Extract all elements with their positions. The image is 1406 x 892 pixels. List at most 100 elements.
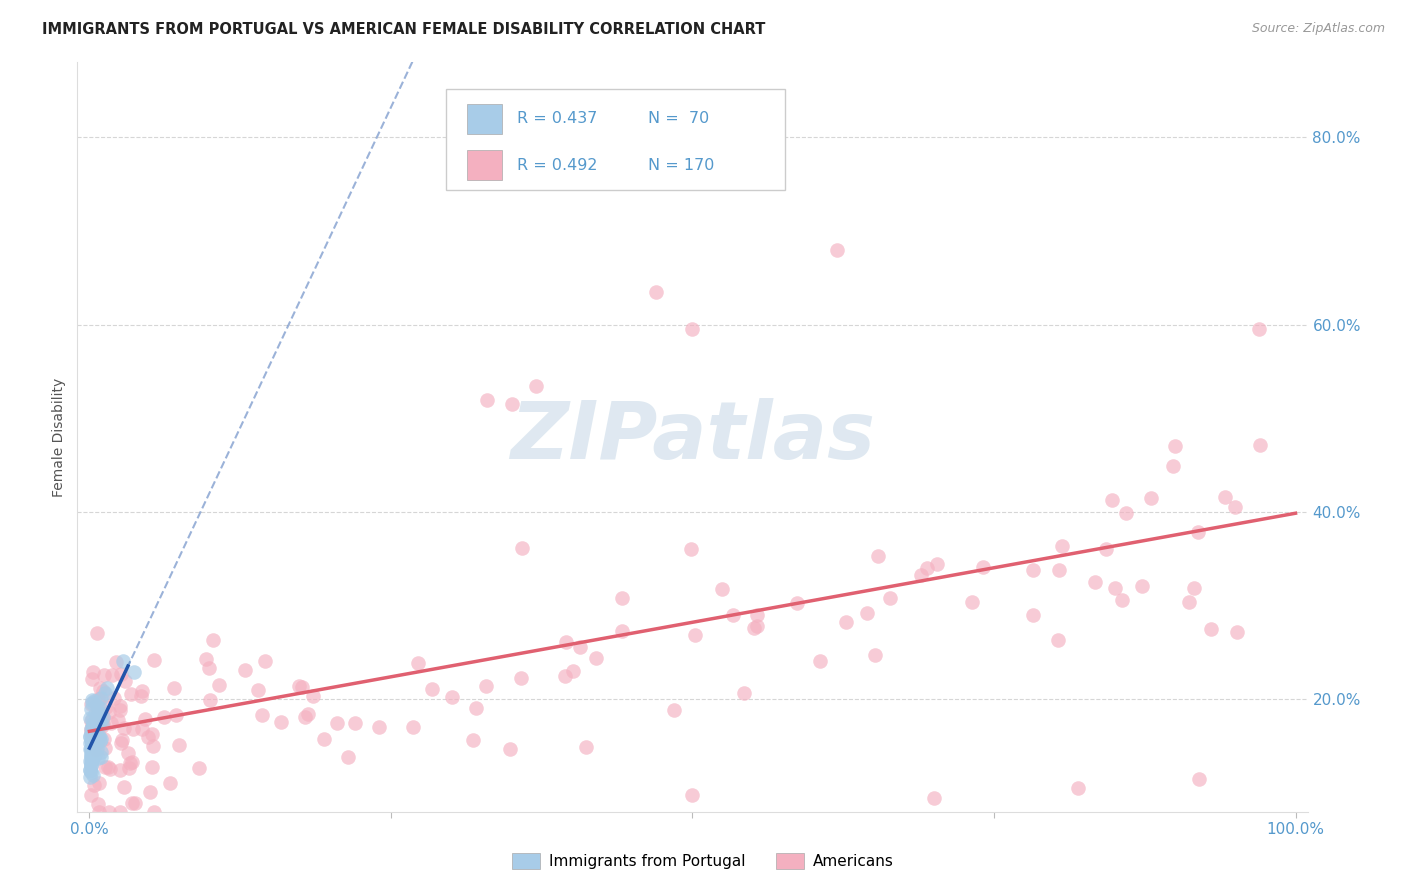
Point <box>80 739 103 754</box>
Point <box>84 743 107 757</box>
Point <box>79 742 101 756</box>
Point <box>82 729 104 743</box>
Point <box>1046 633 1069 648</box>
Point <box>297 707 319 722</box>
Point <box>1050 540 1073 554</box>
Point <box>79 736 101 750</box>
Point <box>336 749 359 764</box>
Point <box>121 755 143 769</box>
Point <box>89 733 111 747</box>
Point <box>134 712 156 726</box>
Point <box>80 758 103 772</box>
Point <box>80 725 103 739</box>
Point <box>402 720 425 734</box>
Point <box>91 716 114 731</box>
Point <box>1199 623 1222 637</box>
Point <box>1249 322 1271 336</box>
Point <box>808 654 831 668</box>
Point <box>100 715 122 730</box>
Point <box>80 702 103 716</box>
Point <box>733 686 755 700</box>
Point <box>1111 592 1133 607</box>
Point <box>80 723 103 737</box>
Point <box>208 678 231 692</box>
Point <box>312 731 335 746</box>
Point <box>80 764 103 779</box>
Point <box>863 648 886 662</box>
Point <box>90 750 112 764</box>
Point <box>721 607 744 622</box>
Point <box>79 764 101 778</box>
Point <box>86 720 108 734</box>
Point <box>82 665 104 679</box>
Point <box>253 654 276 668</box>
Point <box>91 709 114 723</box>
Point <box>1225 500 1247 515</box>
Point <box>79 711 101 725</box>
Point <box>121 722 143 736</box>
Point <box>1115 506 1137 520</box>
Point <box>120 687 142 701</box>
Point <box>165 707 187 722</box>
Point <box>97 705 120 719</box>
Point <box>80 720 103 734</box>
Point <box>1022 563 1045 577</box>
Point <box>1095 542 1118 557</box>
Point <box>87 751 110 765</box>
Point <box>562 665 585 679</box>
Point <box>80 755 103 769</box>
Point <box>153 710 176 724</box>
Point <box>1084 574 1107 589</box>
Point <box>94 685 117 699</box>
Point <box>1130 579 1153 593</box>
Point <box>856 607 879 621</box>
Point <box>84 732 107 747</box>
Point <box>118 756 141 771</box>
Point <box>108 699 131 714</box>
Point <box>90 719 112 733</box>
Point <box>747 618 769 632</box>
Point <box>87 706 110 720</box>
Point <box>86 731 108 745</box>
Point <box>79 770 101 784</box>
Point <box>741 126 763 140</box>
Y-axis label: Female Disability: Female Disability <box>52 377 66 497</box>
Point <box>477 392 499 407</box>
Point <box>89 701 111 715</box>
Point <box>1047 563 1070 577</box>
Point <box>89 705 111 719</box>
Point <box>1177 595 1199 609</box>
Point <box>104 655 127 669</box>
Point <box>167 738 190 752</box>
Point <box>835 615 858 630</box>
Point <box>197 661 219 675</box>
Text: N = 170: N = 170 <box>648 158 714 173</box>
Point <box>124 796 146 810</box>
Text: R = 0.492: R = 0.492 <box>516 158 598 173</box>
Point <box>79 788 101 802</box>
Point <box>682 788 704 802</box>
Point <box>84 747 107 761</box>
Point <box>910 568 932 582</box>
Point <box>101 668 124 682</box>
Point <box>201 633 224 648</box>
Point <box>83 779 105 793</box>
Point <box>1139 491 1161 505</box>
Point <box>465 700 488 714</box>
Point <box>510 541 533 555</box>
Point <box>501 397 523 411</box>
Point <box>922 790 945 805</box>
Point <box>80 751 103 765</box>
Point <box>1249 438 1271 452</box>
Point <box>1164 440 1187 453</box>
Point <box>138 730 160 744</box>
Point <box>475 679 498 693</box>
Point <box>142 739 165 753</box>
Point <box>86 706 108 721</box>
Point <box>131 684 153 698</box>
Point <box>681 541 703 556</box>
Point <box>96 700 118 714</box>
Point <box>461 732 484 747</box>
Point <box>84 738 107 752</box>
Point <box>83 694 105 708</box>
